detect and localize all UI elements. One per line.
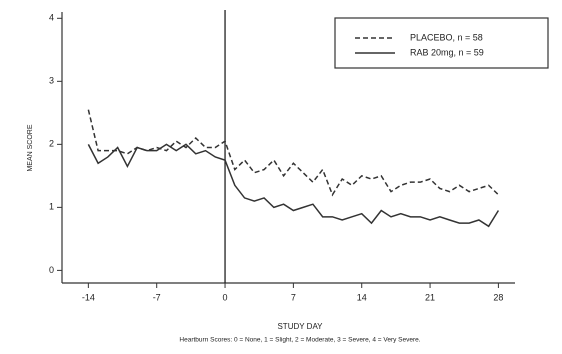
series-line bbox=[87, 143, 500, 228]
x-tick-label: 7 bbox=[291, 292, 296, 302]
x-tick-label: 28 bbox=[493, 292, 503, 302]
legend-box bbox=[334, 17, 549, 69]
x-tick-label: 0 bbox=[223, 292, 228, 302]
x-axis-label: STUDY DAY bbox=[277, 322, 323, 331]
y-tick-label: 3 bbox=[49, 76, 54, 86]
x-tick-label: 21 bbox=[425, 292, 435, 302]
legend-label: RAB 20mg, n = 59 bbox=[410, 47, 484, 57]
x-tick-label: 14 bbox=[357, 292, 367, 302]
y-tick-label: 0 bbox=[49, 265, 54, 275]
y-tick-label: 2 bbox=[49, 139, 54, 149]
caption: Heartburn Scores: 0 = None, 1 = Slight, … bbox=[179, 337, 420, 344]
x-tick-label: -14 bbox=[82, 292, 95, 302]
x-tick-label: -7 bbox=[153, 292, 161, 302]
y-axis-label: MEAN SCORE bbox=[27, 124, 34, 171]
series-line bbox=[87, 109, 499, 197]
y-tick-label: 1 bbox=[49, 202, 54, 212]
legend-label: PLACEBO, n = 58 bbox=[410, 32, 483, 42]
y-tick-label: 4 bbox=[49, 13, 54, 23]
